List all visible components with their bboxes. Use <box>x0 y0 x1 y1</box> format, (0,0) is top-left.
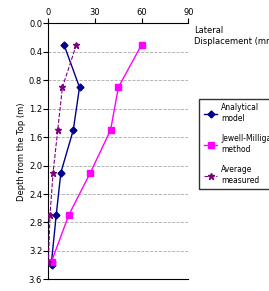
Average
measured <box>51 171 55 174</box>
Analytical
model <box>72 128 75 132</box>
Jewell-Milligan
method <box>140 43 143 46</box>
Legend: Analytical
model, Jewell-Milligan
method, Average
measured: Analytical model, Jewell-Milligan method… <box>199 99 269 189</box>
Analytical
model <box>55 214 58 217</box>
Line: Jewell-Milligan
method: Jewell-Milligan method <box>49 42 144 264</box>
Average
measured <box>56 128 59 132</box>
Average
measured <box>75 43 78 46</box>
Analytical
model <box>59 171 62 174</box>
Jewell-Milligan
method <box>50 260 53 263</box>
Jewell-Milligan
method <box>89 171 92 174</box>
Jewell-Milligan
method <box>67 214 70 217</box>
Analytical
model <box>78 86 81 89</box>
Analytical
model <box>62 43 66 46</box>
Text: Lateral
Displacement (mm): Lateral Displacement (mm) <box>194 26 269 46</box>
Average
measured <box>47 260 50 263</box>
Y-axis label: Depth from the Top (m): Depth from the Top (m) <box>17 102 26 200</box>
Line: Average
measured: Average measured <box>45 41 80 265</box>
Analytical
model <box>50 260 53 263</box>
Analytical
model <box>50 263 53 267</box>
Jewell-Milligan
method <box>109 128 112 132</box>
Line: Analytical
model: Analytical model <box>49 42 82 267</box>
Average
measured <box>48 214 52 217</box>
Average
measured <box>61 86 64 89</box>
Jewell-Milligan
method <box>117 86 120 89</box>
